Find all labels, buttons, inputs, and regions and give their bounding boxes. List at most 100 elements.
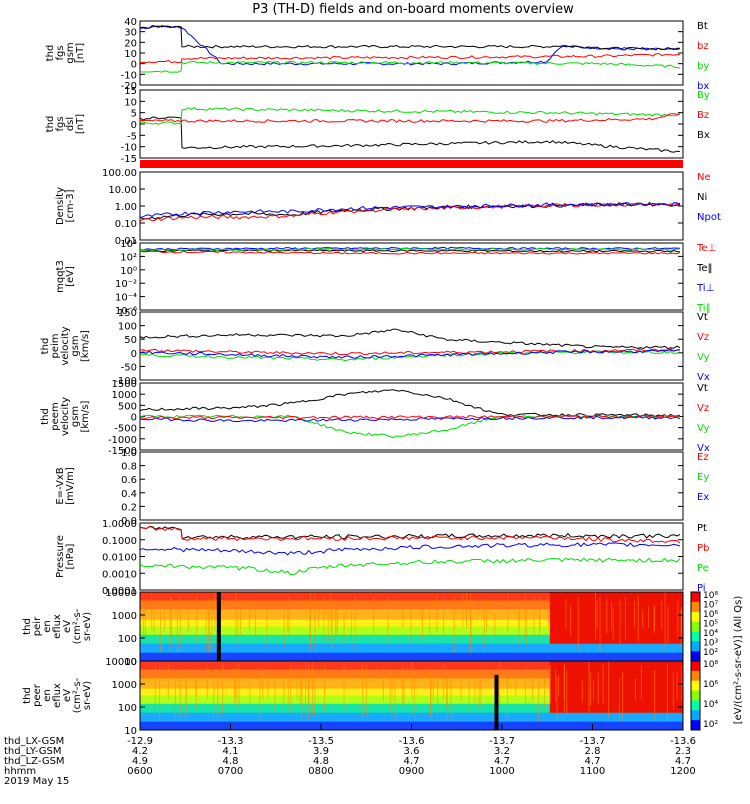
panel-frame [139,522,684,591]
y-tick-label: -5 [127,131,137,142]
y-axis-label: dsl [65,117,76,131]
y-tick-label: 0.01 [115,236,137,247]
data-gap-bar [494,674,499,730]
y-axis-label: [eV] [65,266,76,287]
x-tick-value: -13.6 [399,736,425,747]
series-ti‖-line [139,247,680,252]
x-axis-row-label: 2019 May 15 [4,776,69,787]
y-tick-label: 0 [131,120,137,131]
y-axis-label: [mV/m] [65,467,76,505]
series-bz-line [139,113,680,123]
x-tick-value: -13.3 [218,736,244,747]
panel-peem [139,382,684,451]
y-axis-label: gsm [70,406,81,427]
y-axis-label: [nPa] [65,543,76,569]
legend-entry: Ex [697,492,709,503]
y-axis-label: thd [40,338,51,355]
colorbar-tick-label: 10⁷ [703,601,718,611]
series-bt-line [139,24,680,51]
y-axis-label: velocity [60,397,71,436]
colorbar-tick-label: 10² [703,648,718,658]
panel-frame [139,20,684,86]
colorbar-tick-label: 10⁶ [703,610,718,620]
series-vt-line [139,328,681,350]
y-axis-label: Density [55,187,66,225]
legend-entry: Pb [697,543,709,554]
spectrogram-band [140,652,683,662]
panel-temp [139,242,684,311]
series-vy-line [139,414,681,439]
y-tick-label: 10⁻² [115,279,137,290]
y-tick-label: 10⁴ [120,239,137,250]
series-vz-line [139,414,681,420]
legend-entry: Ti⊥ [696,283,714,294]
colorbar-tick-label: 10² [703,720,718,730]
x-tick-value: 4.8 [313,756,329,767]
x-tick-value: 1100 [580,766,605,777]
x-tick-value: -13.6 [670,736,696,747]
colorbar-segment [691,611,700,623]
y-tick-label: -10 [121,143,137,154]
panel-fgs_dsl [139,89,684,159]
series-by-line [139,106,681,125]
colorbar-segment [691,710,700,721]
legend-entry: Vt [697,312,708,323]
legend-entry: Pe [697,563,709,574]
x-tick-value: 1200 [670,766,695,777]
y-tick-label: -1000 [108,435,137,446]
y-tick-label: 0.4 [121,489,137,500]
y-axis-label: en [42,620,53,633]
legend-entry: Ne [697,172,711,183]
y-axis-label: mqqt3 [55,260,66,293]
x-axis-row-label: thd_LX-GSM [4,736,64,747]
y-tick-label: 10 [124,49,137,60]
y-tick-label: 0.10 [115,219,137,230]
legend-entry: bx [697,81,709,92]
y-axis-label: [km/s] [80,330,91,362]
y-tick-label: 10⁰ [120,266,137,277]
series-pi-line [139,542,681,556]
y-tick-label: 50 [124,335,137,346]
spectrogram-band [140,619,683,627]
y-tick-label: 0.0010 [102,569,137,580]
y-tick-label: 1.00 [115,202,137,213]
panel-peim [139,311,684,381]
y-tick-label: 0.2 [121,502,137,513]
legend-entry: Vy [697,423,710,434]
spectrogram-band [140,592,683,601]
series-bx-line [139,116,680,153]
y-tick-label: 1500 [112,379,137,390]
x-axis-row-label: thd_LZ-GSM [4,756,65,767]
y-tick-label: 40 [124,17,137,28]
x-tick-value: 2.3 [675,746,691,757]
spectrogram-band [140,643,683,654]
y-tick-label: 0 [131,60,137,71]
panel-frame [139,242,684,311]
colorbar-segment [691,680,700,692]
series-pb-line [139,526,681,544]
x-tick-value: 4.7 [585,756,601,767]
y-tick-label: 0 [131,413,137,424]
y-axis-label: thd [40,408,51,425]
y-axis-label: eV [62,620,73,633]
y-axis-label: peem [50,402,61,430]
plot-title: P3 (TH-D) fields and on-board moments ov… [252,2,574,17]
series-pt-line [139,525,681,540]
legend-entry: bz [697,41,709,52]
y-axis-label: thd [45,45,56,62]
y-tick-label: 100 [118,634,137,645]
x-tick-value: -13.7 [489,736,515,747]
colorbar-label: [eV/(cm²-s-sr-eV)] (All Qs) [733,596,744,725]
spectrogram-hot-region [549,592,683,644]
legend-entry: Pt [697,523,707,534]
x-tick-value: -12.9 [127,736,153,747]
y-axis-label: [cm-3] [65,189,76,222]
y-axis-label: velocity [60,326,71,365]
legend-entry: Te⊥ [696,243,716,254]
series-by-line [139,60,681,73]
legend-entry: Vt [697,383,708,394]
colorbar-segment [691,700,700,711]
y-tick-label: 0.8 [121,462,137,473]
x-tick-value: 3.6 [404,746,420,757]
